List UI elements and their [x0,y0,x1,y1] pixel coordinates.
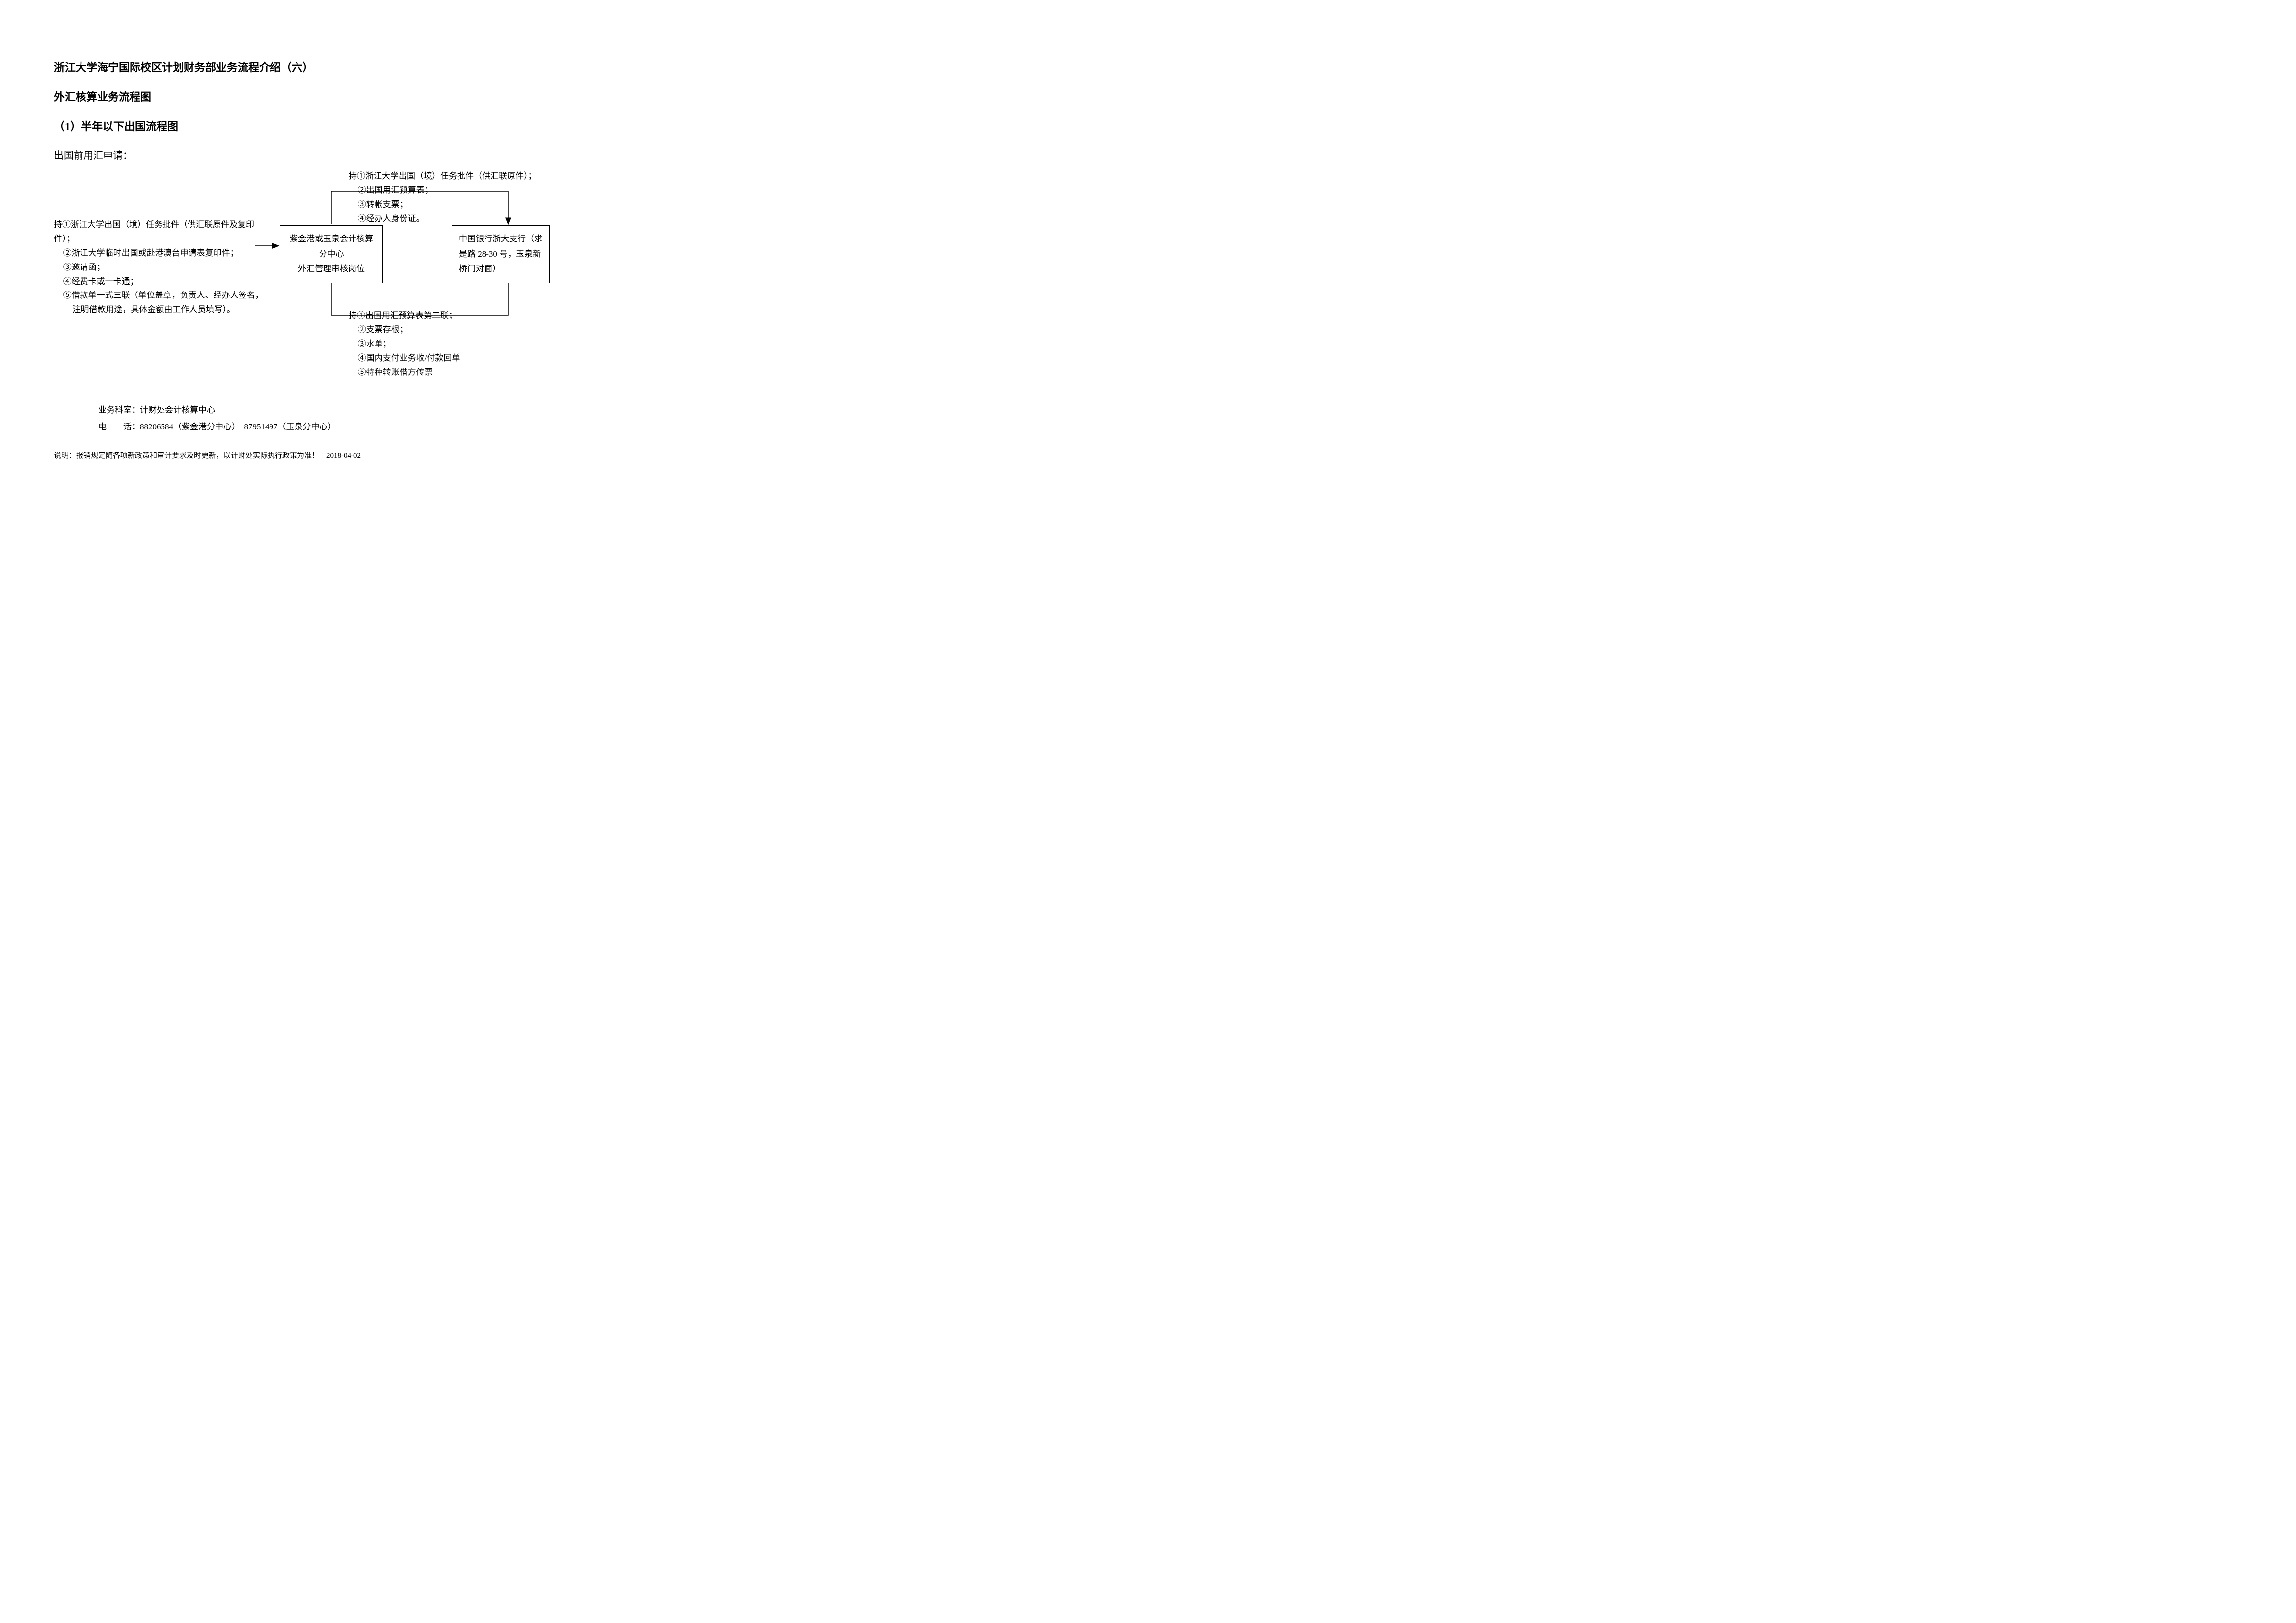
contact-dept-label: 业务科室： [98,405,140,415]
text-line: ④经办人身份证。 [349,212,555,226]
contact-dept: 业务科室：计财处会计核算中心 [98,402,565,419]
contact-phone: 电 话：88206584（紫金港分中心） 87951497（玉泉分中心） [98,419,565,435]
node-text-line: 桥门对面） [459,262,542,277]
flowchart-container: 持①浙江大学出国（境）任务批件（供汇联原件及复印件）； ②浙江大学临时出国或赴港… [54,171,565,397]
node-text-line: 分中心 [287,247,376,262]
node-accounting-center: 紫金港或玉泉会计核算 分中心 外汇管理审核岗位 [280,225,383,283]
contact-phone-label: 电 话： [98,422,140,431]
node-bank-branch: 中国银行浙大支行（求 是路 28-30 号，玉泉新 桥门对面） [452,225,550,283]
contact-dept-value: 计财处会计核算中心 [140,405,215,415]
contact-info: 业务科室：计财处会计核算中心 电 话：88206584（紫金港分中心） 8795… [98,402,565,435]
top-documents-list: 持①浙江大学出国（境）任务批件（供汇联原件）； ②出国用汇预算表； ③转帐支票；… [349,169,555,226]
text-line: 注明借款用途，具体金额由工作人员填写）。 [54,303,275,317]
text-line: ③水单； [349,337,555,351]
node-text-line: 中国银行浙大支行（求 [459,232,542,247]
diagram-title: 外汇核算业务流程图 [54,88,565,104]
text-line: ④国内支付业务收/付款回单 [349,351,555,366]
text-line: ⑤特种转账借方传票 [349,366,555,380]
left-documents-list: 持①浙江大学出国（境）任务批件（供汇联原件及复印件）； ②浙江大学临时出国或赴港… [54,218,275,317]
text-line: 持①浙江大学出国（境）任务批件（供汇联原件及复印件）； [54,218,275,246]
text-line: 持①浙江大学出国（境）任务批件（供汇联原件）； [349,169,555,184]
bottom-documents-list: 持①出国用汇预算表第二联； ②支票存根； ③水单； ④国内支付业务收/付款回单 … [349,309,555,379]
text-line: ②浙江大学临时出国或赴港澳台申请表复印件； [54,246,275,261]
text-line: 持①出国用汇预算表第二联； [349,309,555,323]
contact-phone-value: 88206584（紫金港分中心） 87951497（玉泉分中心） [140,422,336,431]
page-title: 浙江大学海宁国际校区计划财务部业务流程介绍（六） [54,59,565,75]
node-text-line: 是路 28-30 号，玉泉新 [459,247,542,262]
text-line: ②出国用汇预算表； [349,184,555,198]
footer-note: 说明：报销规定随各项新政策和审计要求及时更新，以计财处实际执行政策为准！ 201… [54,450,565,460]
node-text-line: 紫金港或玉泉会计核算 [287,232,376,247]
section-title: （1）半年以下出国流程图 [54,118,565,133]
text-line: ④经费卡或一卡通； [54,275,275,289]
text-line: ③转帐支票； [349,198,555,212]
text-line: ⑤借款单一式三联（单位盖章，负责人、经办人签名， [54,289,275,303]
subsection-title: 出国前用汇申请： [54,147,565,161]
text-line: ③邀请函； [54,261,275,275]
node-text-line: 外汇管理审核岗位 [287,262,376,277]
text-line: ②支票存根； [349,323,555,337]
